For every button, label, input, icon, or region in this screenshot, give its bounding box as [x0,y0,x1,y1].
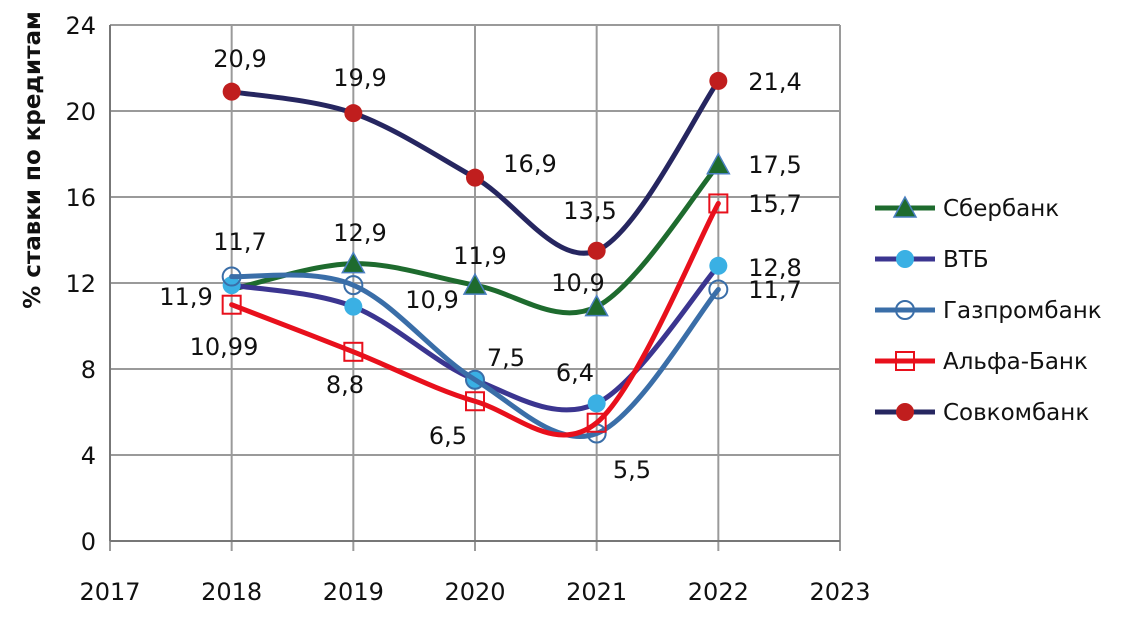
legend-label: Сбербанк [943,196,1059,222]
data-point [465,391,485,412]
data-label: 8,8 [326,371,364,399]
legend-marker [896,250,914,268]
y-tick-label: 0 [81,528,96,556]
series-3: Альфа-Банк [221,193,1088,438]
data-point [221,294,242,315]
x-tick-label: 2019 [323,578,384,606]
data-label: 11,9 [453,242,506,270]
y-tick-label: 8 [81,356,96,384]
data-point [344,104,363,123]
y-axis-label: % ставки по кредитам [20,11,46,309]
data-point [465,369,485,390]
data-point [343,341,364,362]
data-label: 11,7 [748,276,801,304]
y-tick-label: 4 [81,442,96,470]
x-tick-label: 2017 [79,578,140,606]
data-point [222,82,241,101]
data-label: 19,9 [333,64,386,92]
series-2: Газпромбанк [221,266,1102,444]
data-label: 12,9 [333,219,386,247]
data-label: 21,4 [748,68,801,96]
data-point [584,294,609,317]
data-point [587,241,606,260]
legend-marker [895,300,915,320]
data-point [343,275,364,296]
series-4: Совкомбанк [222,71,1089,426]
data-point [586,412,607,433]
x-tick-label: 2021 [566,578,627,606]
data-label: 6,4 [556,359,594,387]
x-tick-label: 2023 [809,578,870,606]
data-point [344,297,363,316]
data-label: 10,99 [190,333,259,361]
data-label: 15,7 [748,190,801,218]
data-label: 10,9 [551,269,604,297]
data-point [341,251,366,274]
data-point [587,394,606,413]
data-point [706,152,731,175]
legend-label: ВТБ [943,247,989,273]
data-label: 11,7 [213,228,266,256]
data-point [466,168,484,187]
y-tick-label: 12 [65,270,96,298]
legend-marker [896,403,914,421]
x-tick-label: 2022 [688,578,749,606]
data-point [709,256,728,275]
y-tick-label: 24 [65,12,96,40]
data-point [709,71,728,90]
series-line [229,272,721,440]
data-label: 11,9 [159,283,212,311]
series-line [229,200,721,438]
data-point [708,279,729,300]
y-tick-label: 16 [65,184,96,212]
data-point [462,272,488,295]
data-label: 13,5 [563,197,616,225]
legend-marker [892,195,918,218]
x-tick-label: 2018 [201,578,262,606]
data-label: 20,9 [213,45,266,73]
data-label: 5,5 [613,456,651,484]
legend-marker [895,351,915,371]
legend-label: Совкомбанк [943,400,1089,426]
data-label: 12,8 [748,254,801,282]
legend-label: Газпромбанк [943,298,1102,324]
data-label: 6,5 [429,422,467,450]
series-0: Сбербанк [229,152,1059,317]
data-label: 16,9 [503,150,556,178]
series-line [229,78,721,256]
data-label: 17,5 [748,151,801,179]
legend-label: Альфа-Банк [943,349,1088,375]
y-tick-label: 20 [65,98,96,126]
x-tick-label: 2020 [444,578,505,606]
data-point [221,266,242,287]
data-label: 10,9 [405,286,458,314]
data-label: 7,5 [487,344,525,372]
data-point [708,193,729,214]
